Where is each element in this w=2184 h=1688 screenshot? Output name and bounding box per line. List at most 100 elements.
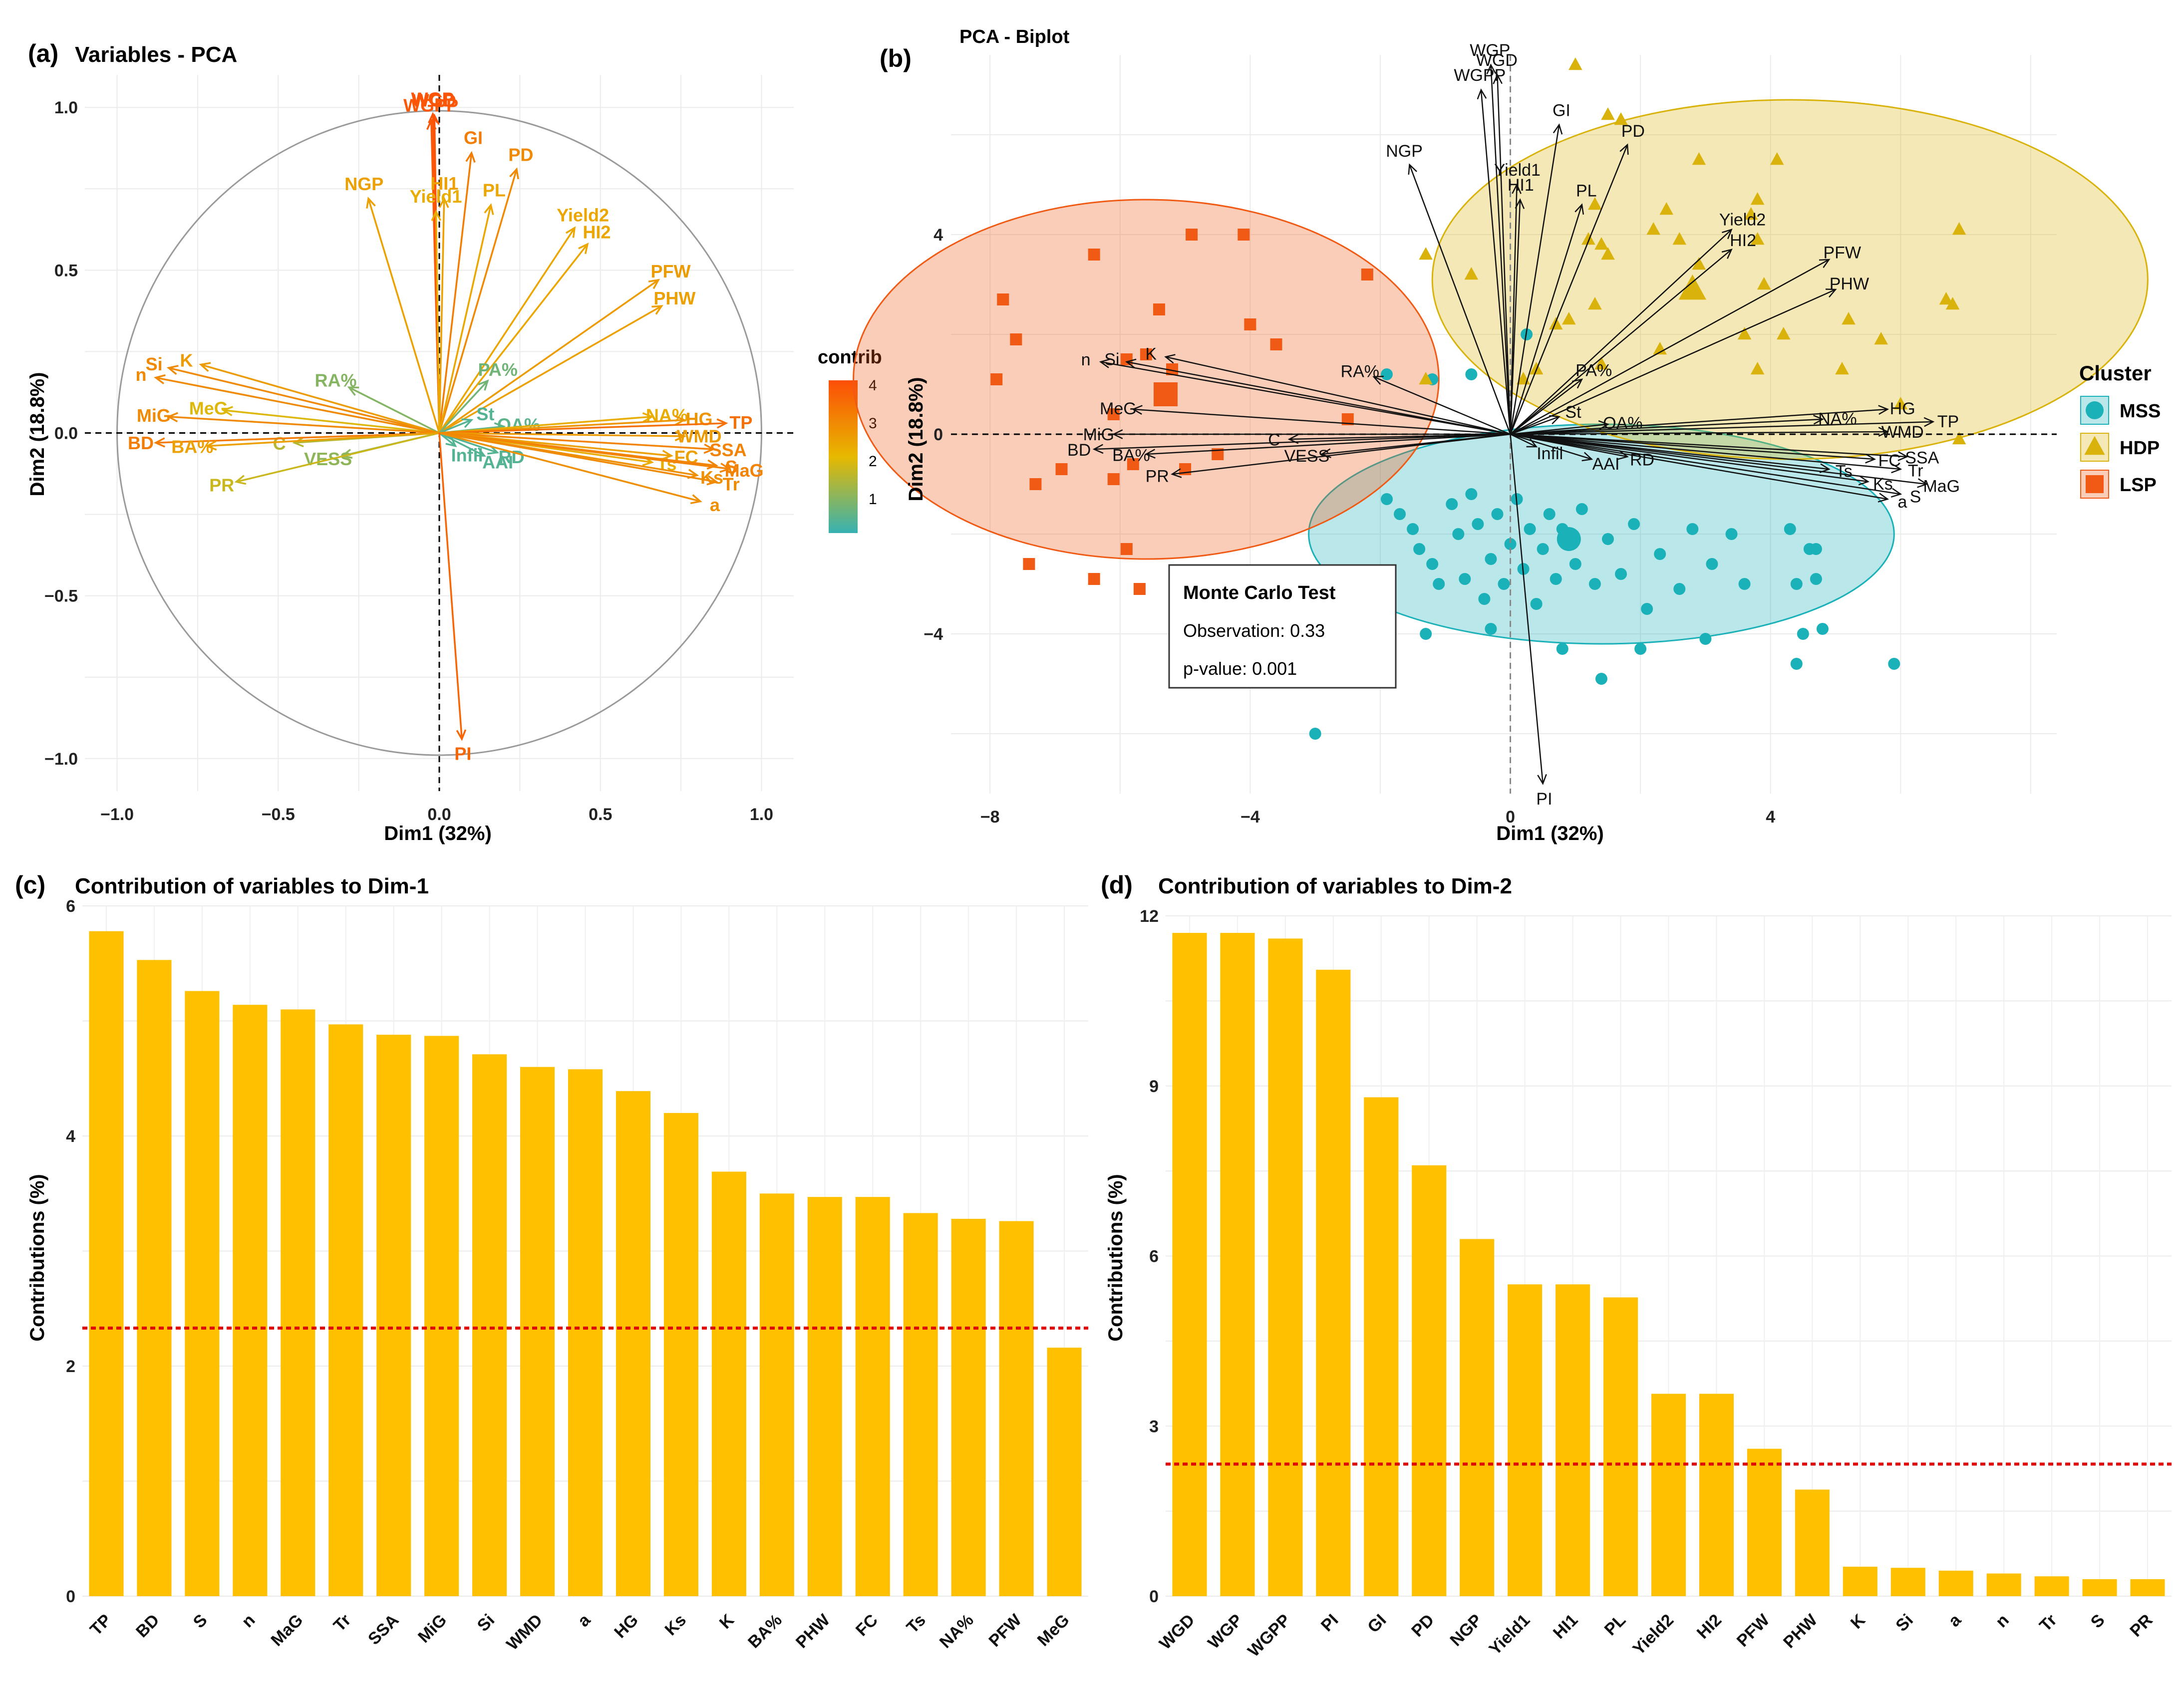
panel-b-var-label: PD (1621, 122, 1645, 141)
contrib-legend-tick: 4 (869, 377, 877, 394)
panel-b-arrowhead-PR (1171, 468, 1182, 478)
panel-b-var-label: Tr (1908, 462, 1923, 481)
point-HDP (1842, 312, 1856, 325)
centroid-MSS (1557, 527, 1581, 551)
point-HDP (1601, 247, 1615, 260)
point-MSS (1543, 508, 1556, 520)
panel-b-var-label: NGP (1386, 142, 1423, 161)
bar-Si (472, 1054, 507, 1596)
panel-a-arrowhead-BA% (205, 440, 217, 451)
panel-a-arrowhead-Yield1 (431, 209, 442, 221)
panel-a-arrow-BA% (207, 432, 440, 447)
panel-b-arrowhead-PL (1574, 203, 1584, 215)
panel-c-xtick-label: Ts (903, 1611, 930, 1637)
point-HDP (1529, 362, 1544, 375)
point-HDP (1893, 397, 1908, 410)
panel-c-xtick-label: TP (86, 1611, 115, 1640)
panel-d-xtick-label: WGPP (1244, 1611, 1294, 1661)
panel-b-arrowhead-WGPP (1477, 88, 1487, 100)
point-MSS (1459, 573, 1471, 585)
centroid-HDP (1678, 275, 1706, 300)
point-MSS (1810, 543, 1822, 555)
panel-a-title: Variables - PCA (75, 42, 237, 67)
cluster-legend: Cluster MSS HDP LSP (2079, 361, 2161, 499)
panel-b-arrowhead-PI (1537, 774, 1547, 785)
panel-c-xtick-label: NA% (936, 1611, 977, 1652)
panel-c-xtick-label: K (716, 1610, 738, 1633)
panel-a-var-label: PD (508, 144, 533, 165)
panel-d-xtick-label: PI (1317, 1611, 1342, 1636)
panel-a-arrowhead-Tr (706, 475, 719, 486)
panel-a-ytick-label: 1.0 (54, 98, 78, 117)
panel-a-arrowhead-HI2 (578, 243, 589, 255)
panel-a-arrow-Si (168, 367, 440, 434)
panel-a-arrowhead-RA% (347, 386, 359, 396)
panel-b-arrow-n (1100, 361, 1511, 435)
panel-d-xtick-label: Tr (2036, 1611, 2061, 1636)
point-LSP (1010, 333, 1022, 345)
panel-b-arrowhead-WGP (1486, 63, 1497, 74)
panel-c-xtick-label: MiG (414, 1611, 450, 1647)
panel-c-ytick-label: 6 (66, 897, 75, 916)
panel-a-arrowhead-PD (509, 167, 519, 180)
panel-d-xtick-label: Yield1 (1485, 1611, 1534, 1659)
panel-b-arrow-GI (1510, 124, 1560, 435)
bar-NGP (1460, 1239, 1495, 1596)
point-HDP (1692, 257, 1706, 270)
point-MSS (1706, 558, 1718, 570)
panel-a-label: (a) (28, 39, 58, 67)
panel-b-var-label: PR (1146, 467, 1169, 486)
panel-a-arrow-HI1 (438, 198, 445, 433)
bar-WGP (1220, 933, 1255, 1596)
panel-c-xtick-label: SSA (364, 1611, 402, 1649)
panel-b-var-label: PL (1576, 181, 1597, 200)
bar-BA% (759, 1193, 794, 1596)
panel-b-var-label: BA% (1112, 446, 1150, 465)
point-HDP (1757, 277, 1771, 290)
panel-b-xtick-label: 0 (1506, 808, 1515, 827)
contrib-legend-tick: 1 (869, 491, 877, 508)
point-MSS (1380, 368, 1393, 380)
point-HDP (1588, 197, 1602, 210)
panel-c-xtick-label: Ks (661, 1611, 690, 1640)
contrib-legend-tick: 3 (869, 415, 877, 432)
panel-a-var-label: HI2 (583, 222, 611, 243)
panel-c-xtick-label: PHW (792, 1610, 834, 1652)
panel-a-var-label: BD (128, 433, 154, 453)
panel-a-arrowhead-C (292, 437, 304, 448)
panel-b-arrowhead-K (1164, 354, 1176, 364)
panel-a-arrow-SSA (439, 432, 713, 450)
panel-a-arrowhead-a (690, 494, 702, 505)
bar-HG (616, 1091, 650, 1596)
panel-c-xtick-label: Si (474, 1611, 499, 1636)
contrib-legend-colorbar (829, 380, 858, 533)
panel-b-var-label: PI (1536, 790, 1552, 809)
panel-b-arrow-Ks (1510, 433, 1869, 483)
panel-b-var-label: Infil (1537, 444, 1563, 463)
panel-b-arrow-BD (1094, 433, 1511, 450)
point-HDP (1776, 327, 1791, 340)
panel-a-arrow-Yield1 (435, 211, 440, 433)
panel-a-var-label: RA% (314, 370, 356, 391)
panel-b-arrow-Infil (1510, 433, 1537, 448)
panel-a-var-label: PHW (653, 288, 695, 308)
panel-b-arrowhead-Yield2 (1722, 229, 1733, 240)
panel-a-xtick-label: 1.0 (750, 805, 773, 824)
panel-a-arrow-K (200, 363, 440, 434)
panel-b-arrow-K (1165, 356, 1511, 435)
panel-b-arrow-TP (1510, 421, 1933, 435)
panel-d-xtick-label: PD (1408, 1611, 1438, 1641)
panel-c-xtick-label: FC (852, 1611, 882, 1640)
point-LSP (990, 373, 1003, 385)
panel-a-arrowhead-BD (153, 437, 166, 448)
panel-d-ytick-label: 12 (1140, 907, 1159, 926)
panel-a-var-label: GI (464, 128, 483, 148)
bar-WMD (520, 1067, 555, 1596)
point-MSS (1738, 578, 1751, 590)
panel-b-arrowhead-MaG (1917, 478, 1928, 488)
panel-b-arrow-S (1510, 433, 1901, 495)
bar-MeG (1047, 1348, 1082, 1596)
